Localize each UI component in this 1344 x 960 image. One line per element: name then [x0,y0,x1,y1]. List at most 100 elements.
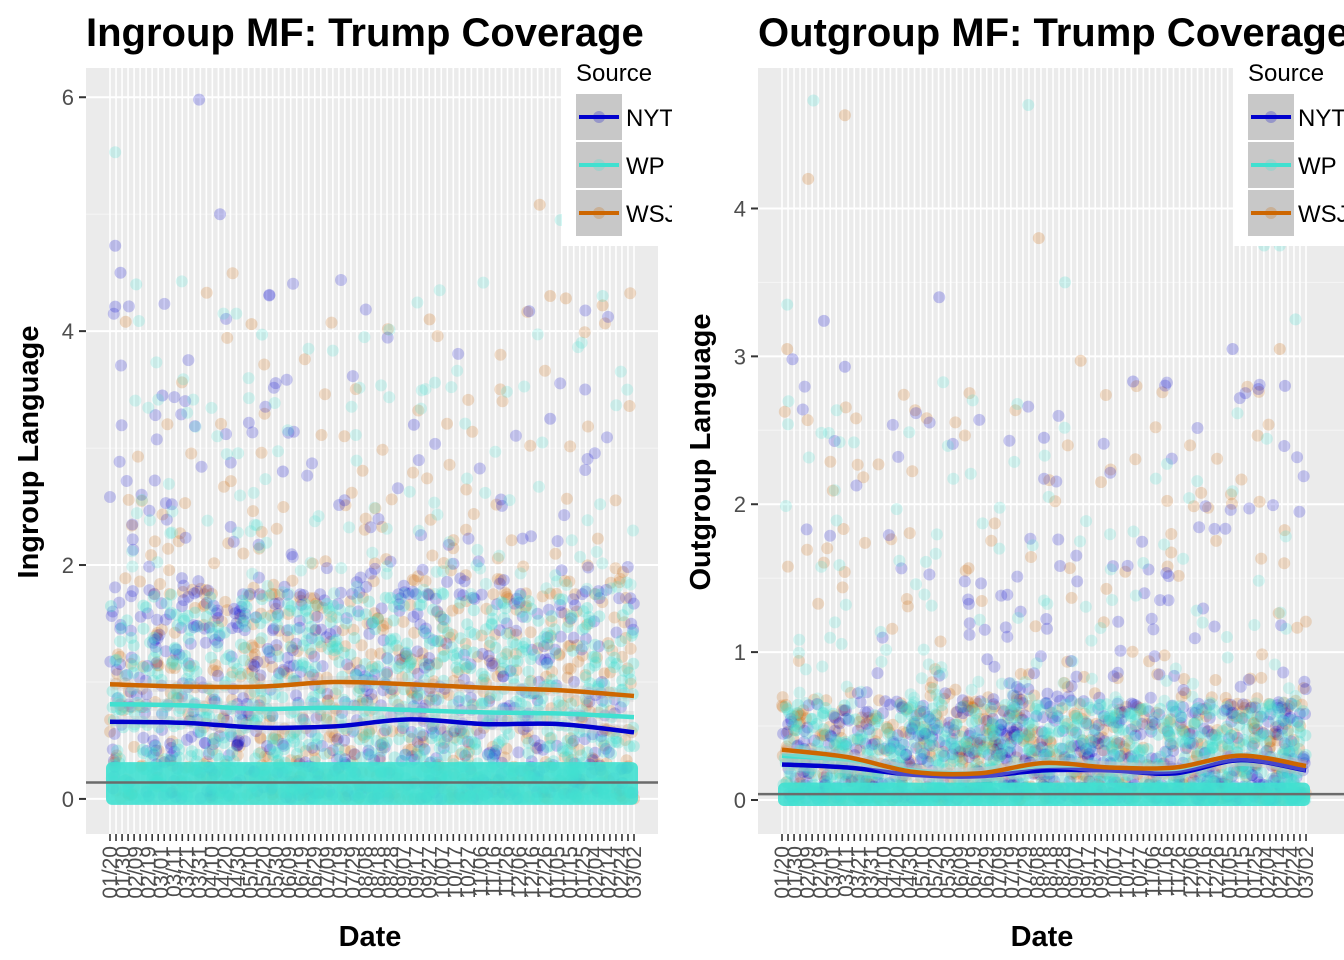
point [627,597,640,610]
point [1054,742,1067,755]
point [1177,684,1190,696]
point [478,697,491,710]
point [322,694,335,707]
point [402,587,415,600]
point [308,592,321,605]
point [1203,744,1216,757]
point [908,736,921,749]
point [204,602,217,615]
point [1263,742,1276,755]
point [306,557,319,570]
point [1209,728,1222,741]
point [1146,718,1159,731]
point [878,742,891,755]
point [1067,739,1080,752]
point [612,736,625,749]
outlier-point [523,305,536,318]
point [364,664,377,677]
point [438,736,451,749]
point [263,288,276,301]
point [211,604,224,617]
point [1114,644,1127,657]
point [999,752,1012,765]
legend-key-wp: WP [576,142,665,188]
point [608,611,621,624]
point [318,747,331,760]
point [286,644,299,657]
point [168,626,181,639]
point [514,697,527,710]
point [1275,701,1288,714]
point [217,710,230,723]
point [437,557,450,569]
point [305,647,318,660]
point [460,694,473,707]
point [1276,767,1289,780]
point [593,610,606,623]
point [335,713,347,726]
point [1056,742,1069,755]
point [534,698,546,711]
point [182,707,195,720]
point [808,734,821,747]
point [801,721,814,734]
point [917,720,930,733]
point [544,732,557,745]
point [159,497,172,510]
point [242,708,255,721]
point [171,619,184,632]
point [231,663,244,675]
point [563,575,576,588]
point [189,606,201,619]
point [1033,737,1046,750]
point [894,744,907,757]
point [206,627,219,640]
point [126,585,139,598]
point [261,580,274,592]
point [252,571,265,584]
point [1248,722,1261,735]
point [427,721,440,733]
point [860,717,873,730]
point [115,621,128,634]
point [886,730,899,743]
point [465,592,478,604]
point [1124,710,1137,722]
point [237,614,250,627]
point [924,725,937,738]
legend-label-wsj: WSJ [626,201,677,228]
point [451,733,464,746]
point [810,717,823,730]
point [871,738,884,751]
point [225,730,238,743]
point [779,701,792,714]
point [469,736,481,749]
point [1026,723,1039,736]
point [261,740,273,752]
point [835,731,848,744]
point [627,524,639,537]
point [1275,619,1288,632]
point [368,501,381,514]
point [619,734,632,746]
point [561,621,574,633]
point [259,611,272,624]
point [357,591,370,604]
point [1221,771,1234,784]
point [122,493,135,506]
point [802,699,815,712]
point [134,610,147,623]
point [962,704,975,717]
point [168,391,181,404]
outlier-point [838,360,851,373]
point [177,373,190,386]
point [914,748,927,761]
point [452,347,465,360]
point [553,647,566,660]
point [1069,719,1082,732]
outlier-point [1074,354,1087,367]
point [958,429,971,442]
point [1190,703,1203,716]
point [528,648,540,661]
point [1120,700,1133,713]
